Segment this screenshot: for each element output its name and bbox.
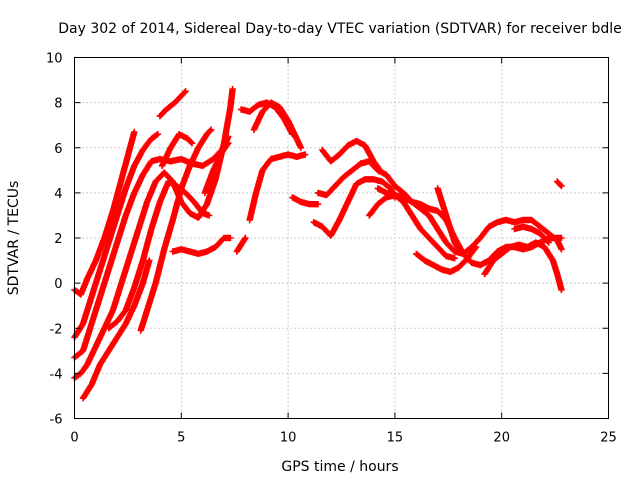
- y-tick-label: 6: [54, 142, 62, 157]
- data-marker-trace: [511, 223, 552, 246]
- data-marker-trace: [105, 178, 213, 332]
- y-tick-label: -2: [50, 322, 63, 337]
- data-marker-trace: [310, 176, 399, 239]
- y-tick-label: 2: [54, 232, 62, 247]
- x-tick-label: 15: [387, 431, 404, 446]
- data-marker-trace: [319, 137, 384, 174]
- data-series: [554, 178, 565, 190]
- data-series: [511, 223, 552, 246]
- y-tick-label: -6: [50, 413, 63, 428]
- data-series: [156, 88, 189, 120]
- data-marker-trace: [156, 88, 189, 120]
- data-marker-trace: [554, 178, 565, 190]
- y-tick-label: -4: [50, 367, 63, 382]
- x-tick-label: 25: [600, 431, 617, 446]
- data-marker-trace: [413, 243, 480, 275]
- data-marker-trace: [71, 133, 232, 361]
- y-tick-label: 8: [54, 97, 62, 112]
- data-marker-trace: [314, 158, 565, 257]
- axis-ticks: 0 5 10 15 20 25 -6 -4 -2 0 2 4 6 8 10: [46, 52, 617, 446]
- data-marker-trace: [250, 99, 305, 151]
- y-tick-label: 0: [54, 277, 62, 292]
- data-series: [481, 239, 565, 294]
- data-points: [71, 85, 565, 402]
- data-marker-trace: [481, 239, 565, 294]
- chart-title: Day 302 of 2014, Sidereal Day-to-day VTE…: [58, 21, 622, 37]
- data-series: [105, 178, 213, 332]
- data-series: [137, 126, 215, 334]
- data-marker-trace: [201, 140, 232, 197]
- data-series: [413, 243, 480, 275]
- data-marker-trace: [169, 234, 234, 257]
- data-marker-trace: [79, 257, 153, 402]
- data-series: [158, 131, 196, 169]
- x-tick-label: 5: [177, 431, 185, 446]
- data-series: [246, 151, 309, 224]
- data-marker-trace: [289, 194, 322, 208]
- x-axis-label: GPS time / hours: [281, 459, 398, 475]
- y-tick-label: 4: [54, 187, 62, 202]
- x-tick-label: 0: [70, 431, 78, 446]
- data-marker-trace: [434, 185, 463, 253]
- y-tick-label: 10: [46, 52, 63, 67]
- x-tick-label: 10: [280, 431, 297, 446]
- data-series: [201, 140, 232, 197]
- data-series: [250, 99, 305, 151]
- data-marker-trace: [246, 151, 309, 224]
- data-series: [434, 185, 463, 253]
- data-marker-trace: [158, 131, 196, 169]
- data-series: [319, 137, 384, 174]
- data-series: [169, 234, 234, 257]
- data-series: [79, 257, 153, 402]
- data-series: [71, 133, 232, 361]
- data-series: [289, 194, 322, 208]
- x-tick-label: 20: [493, 431, 510, 446]
- data-series: [233, 234, 249, 255]
- y-axis-label: SDTVAR / TECUs: [6, 181, 22, 296]
- data-series: [310, 176, 399, 239]
- data-series: [314, 158, 565, 257]
- data-marker-trace: [137, 126, 215, 334]
- grid: [74, 57, 609, 419]
- data-marker-trace: [233, 234, 249, 255]
